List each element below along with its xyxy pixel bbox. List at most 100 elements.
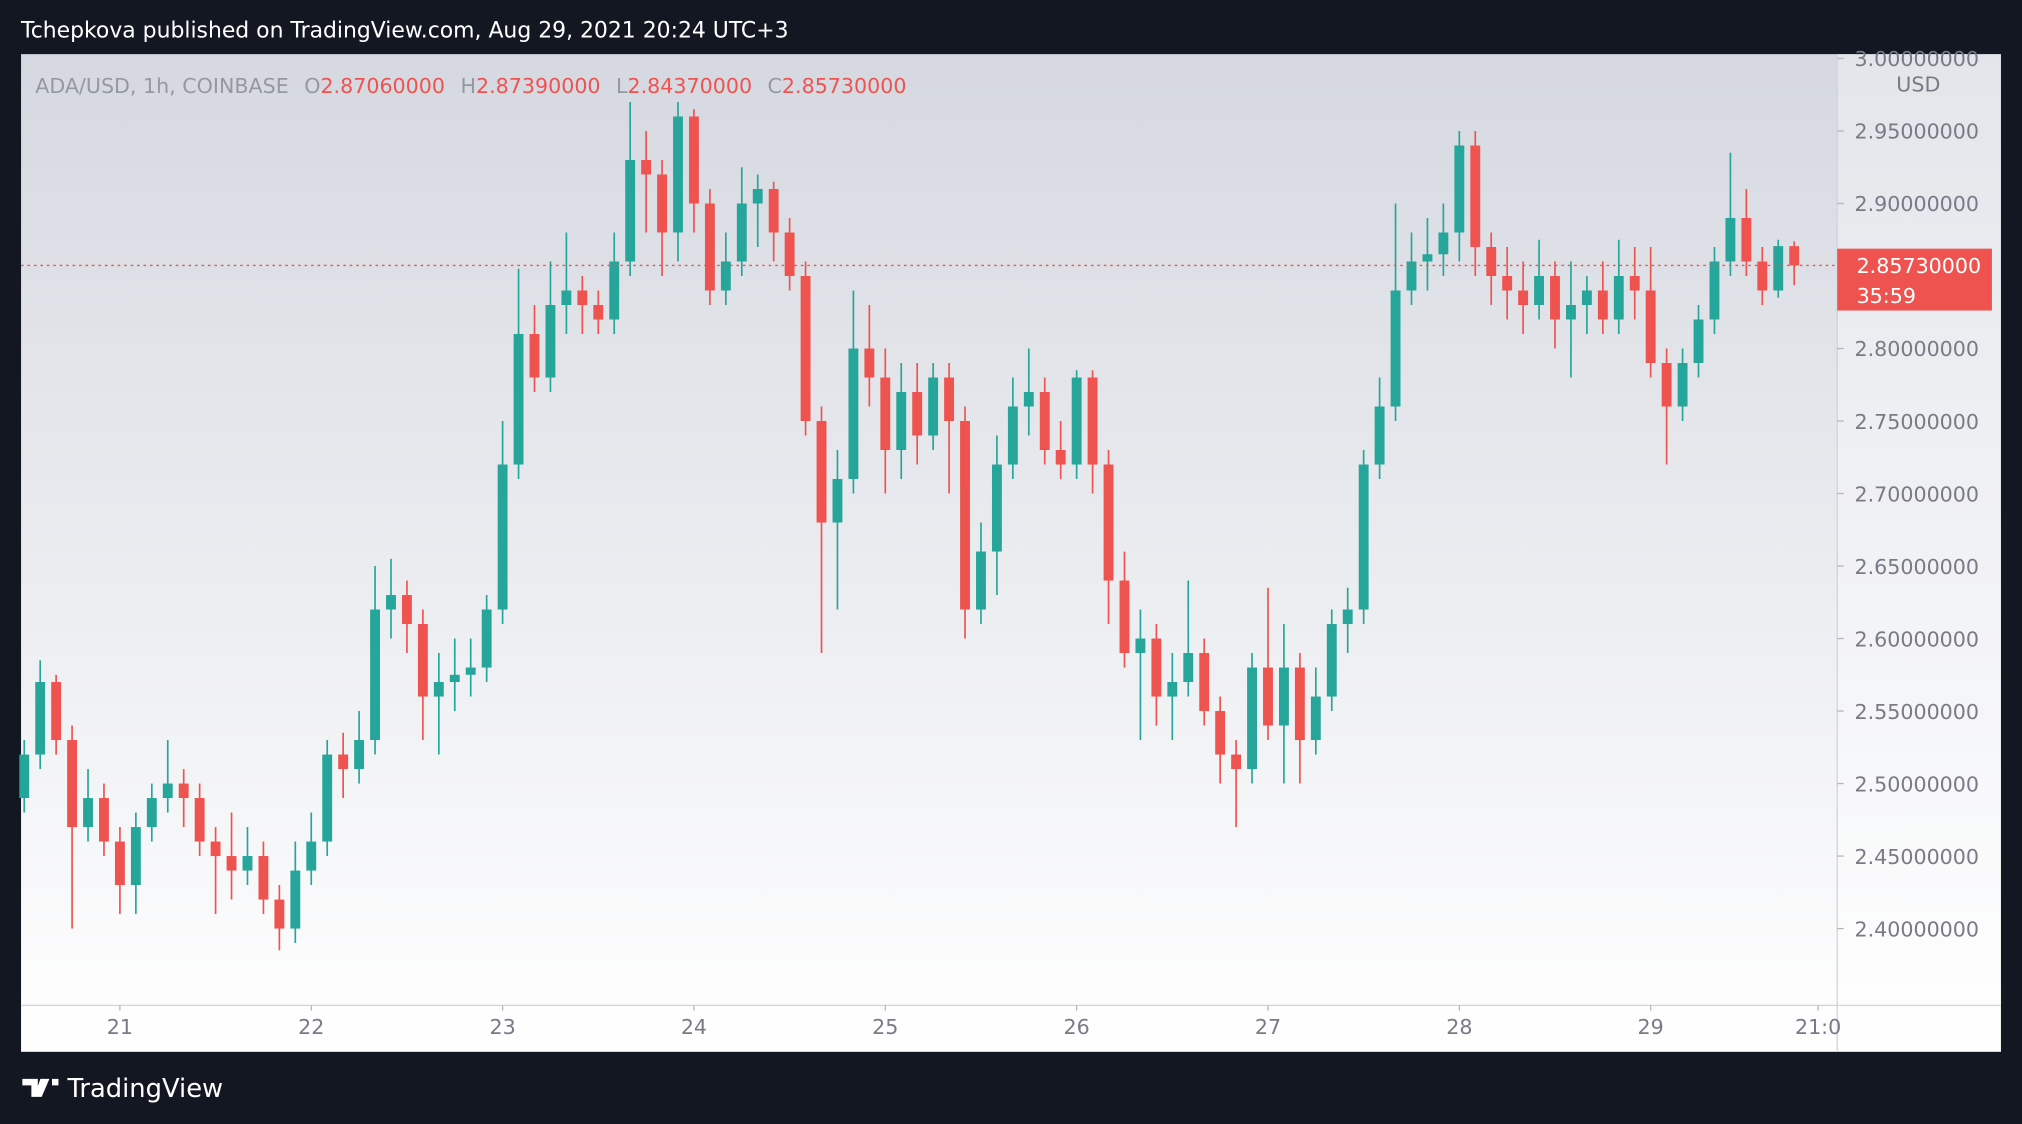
candle-body xyxy=(832,479,843,523)
candle-body xyxy=(1390,290,1401,407)
x-tick-label: 21:0 xyxy=(1795,1015,1841,1039)
plot xyxy=(19,57,1844,1011)
candle-body xyxy=(1039,392,1050,451)
candle-body xyxy=(1358,464,1369,610)
candle-body xyxy=(1438,232,1449,255)
candle-body xyxy=(449,674,460,683)
x-tick-label: 22 xyxy=(298,1015,324,1039)
candle-body xyxy=(1550,276,1560,320)
candle-body xyxy=(1645,290,1656,364)
candle-body xyxy=(1757,261,1768,291)
candle-body xyxy=(1310,696,1321,741)
chart-panel xyxy=(21,54,2001,1052)
candle-body xyxy=(322,754,333,842)
candle-body xyxy=(1199,653,1210,712)
y-tick-label: 2.60000000 xyxy=(1854,627,1979,651)
candle-body xyxy=(991,464,1002,552)
candle-body xyxy=(880,377,891,451)
candle-body xyxy=(274,899,285,929)
y-tick-label: 2.55000000 xyxy=(1854,700,1979,724)
candle-body xyxy=(1534,276,1545,306)
candle-body xyxy=(194,798,205,842)
candle-body xyxy=(593,305,604,320)
candle-body xyxy=(816,421,827,523)
candle-body xyxy=(1422,254,1433,262)
candle-body xyxy=(673,116,683,233)
candle-body xyxy=(657,174,668,233)
candle-body xyxy=(51,682,62,741)
candle-body xyxy=(848,348,859,480)
ohlc-value: 2.84370000 xyxy=(627,74,752,98)
candle-body xyxy=(1693,319,1704,364)
candle-body xyxy=(1725,218,1736,262)
candle-body xyxy=(99,798,109,842)
countdown: 35:59 xyxy=(1857,284,1916,308)
price-axis xyxy=(1837,54,2001,1006)
ohlc-value: 2.87390000 xyxy=(476,74,601,98)
y-tick-label: 2.65000000 xyxy=(1854,555,1979,579)
last-price-box xyxy=(1837,248,1992,311)
y-tick-label: 2.45000000 xyxy=(1854,845,1979,869)
y-tick-label: 2.95000000 xyxy=(1854,120,1979,144)
brand: TradingView xyxy=(22,1074,223,1104)
candle-body xyxy=(577,290,588,306)
candle-body xyxy=(290,870,301,929)
candle-body xyxy=(306,841,317,871)
candle-body xyxy=(1406,261,1417,291)
candle-body xyxy=(976,551,986,610)
candle-body xyxy=(1087,377,1098,465)
candle-body xyxy=(1789,246,1800,266)
candle-body xyxy=(896,392,907,451)
candle-body xyxy=(1167,682,1178,697)
candle-body xyxy=(689,116,699,204)
currency: USD xyxy=(1896,73,1940,97)
candle-body xyxy=(67,740,78,828)
candle-body xyxy=(625,159,636,262)
ohlc-key: H xyxy=(460,74,476,98)
candle-body xyxy=(1342,609,1353,625)
candle-body xyxy=(1071,377,1082,465)
candle-body xyxy=(258,856,269,900)
candle-body xyxy=(114,841,125,886)
candle-body xyxy=(1486,247,1497,277)
candle-body xyxy=(1566,305,1576,320)
candle-body xyxy=(1103,464,1114,581)
candle-body xyxy=(1518,290,1529,306)
candle-body xyxy=(1055,450,1066,465)
x-tick-label: 27 xyxy=(1255,1015,1281,1039)
x-tick-label: 29 xyxy=(1638,1015,1664,1039)
brand-name: TradingView xyxy=(66,1074,223,1104)
last-price-label: 2.85730000 xyxy=(1857,254,1982,278)
x-tick-label: 23 xyxy=(489,1015,515,1039)
candle-body xyxy=(465,667,476,675)
candle-body xyxy=(1119,580,1130,654)
candle-body xyxy=(864,348,875,378)
candle-body xyxy=(1661,363,1672,407)
candle-body xyxy=(354,740,365,770)
candle-body xyxy=(1629,276,1640,291)
candle-body xyxy=(1741,218,1752,262)
candle-body xyxy=(912,392,923,436)
candle-body xyxy=(1023,392,1034,407)
candle-body xyxy=(529,334,540,378)
candle-body xyxy=(242,856,253,871)
candle-body xyxy=(1613,276,1624,320)
logo xyxy=(22,1078,59,1097)
candle-body xyxy=(1677,363,1688,407)
y-tick-label: 3.00000000 xyxy=(1854,47,1979,71)
candle-body xyxy=(1294,667,1305,741)
candle-body xyxy=(928,377,939,436)
candle-body xyxy=(944,377,955,422)
y-tick-label: 2.50000000 xyxy=(1854,772,1979,796)
candle-body xyxy=(1773,246,1784,291)
candle-body xyxy=(401,595,412,625)
candle-body xyxy=(545,305,556,378)
candle-body xyxy=(226,856,237,871)
candle-body xyxy=(1007,406,1018,465)
candle-body xyxy=(370,609,380,741)
candle-body xyxy=(338,754,349,770)
y-tick-label: 2.70000000 xyxy=(1854,482,1979,506)
candle-body xyxy=(1326,624,1337,697)
candle-body xyxy=(35,682,46,755)
candle-body xyxy=(641,159,652,175)
